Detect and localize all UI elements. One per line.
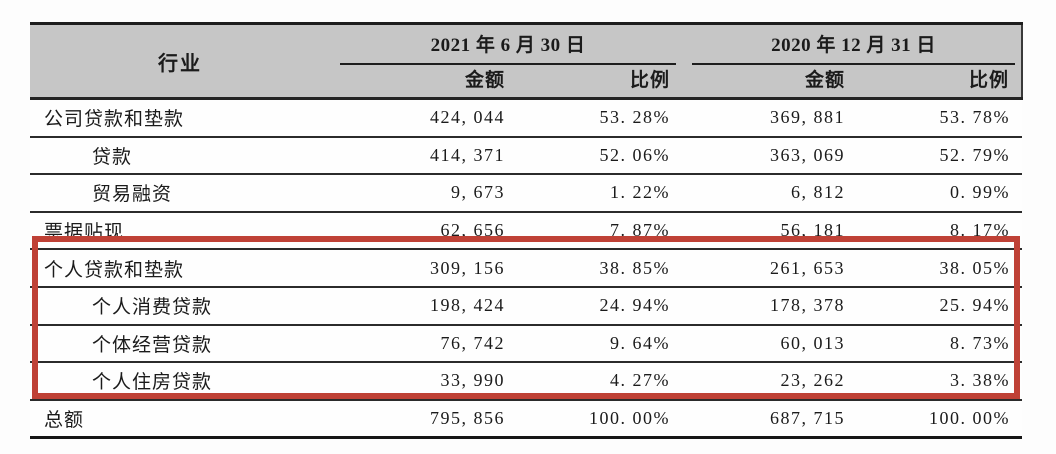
ratio-2020-cell: 25. 94% (857, 286, 1023, 326)
industry-cell: 个人贷款和垫款 (30, 249, 330, 288)
amount-2020-cell: 60, 013 (682, 324, 858, 364)
amount-2020-cell: 687, 715 (682, 399, 858, 440)
table-header: 行业 2021 年 6 月 30 日 2020 年 12 月 31 日 金额 比… (30, 23, 1024, 99)
industry-cell: 个人消费贷款 (30, 286, 330, 326)
amount-2021-cell: 309, 156 (330, 249, 517, 288)
industry-cell: 个人住房贷款 (30, 362, 330, 401)
ratio-2021-cell: 100. 00% (517, 399, 683, 440)
table-body: 公司贷款和垫款 424, 044 53. 28% 369, 881 53. 78… (30, 98, 1023, 440)
industry-cell: 贷款 (30, 136, 330, 176)
amount-2021-cell: 9, 673 (330, 174, 517, 213)
ratio-2020-cell: 53. 78% (857, 98, 1023, 138)
table-row: 个体经营贷款 76, 742 9. 64% 60, 013 8. 73% (30, 324, 1023, 364)
ratio-2020-cell: 38. 05% (857, 249, 1023, 288)
loan-breakdown-table: 行业 2021 年 6 月 30 日 2020 年 12 月 31 日 金额 比… (30, 22, 1024, 440)
ratio-2020-cell: 8. 73% (857, 324, 1023, 364)
ratio-2021-cell: 9. 64% (517, 324, 683, 364)
amount-2021-cell: 424, 044 (330, 98, 517, 138)
table-row: 总额 795, 856 100. 00% 687, 715 100. 00% (30, 399, 1023, 440)
amount-2020-cell: 363, 069 (682, 136, 858, 176)
amount-2021-cell: 795, 856 (330, 399, 517, 440)
header-amount-2021: 金额 (330, 65, 517, 99)
ratio-2020-cell: 3. 38% (857, 362, 1023, 401)
amount-2020-cell: 178, 378 (682, 286, 858, 326)
amount-2021-cell: 62, 656 (330, 211, 517, 251)
amount-2021-cell: 76, 742 (330, 324, 517, 364)
ratio-2021-cell: 4. 27% (517, 362, 683, 401)
industry-cell: 贸易融资 (30, 174, 330, 213)
ratio-2020-cell: 8. 17% (857, 211, 1023, 251)
header-date-2021-label: 2021 年 6 月 30 日 (340, 25, 677, 65)
amount-2020-cell: 261, 653 (682, 249, 858, 288)
ratio-2021-cell: 53. 28% (517, 98, 683, 138)
ratio-2020-cell: 100. 00% (857, 399, 1023, 440)
header-industry: 行业 (30, 23, 330, 99)
header-date-2020: 2020 年 12 月 31 日 (682, 23, 1024, 65)
amount-2021-cell: 198, 424 (330, 286, 517, 326)
header-ratio-2021: 比例 (517, 65, 683, 99)
ratio-2021-cell: 52. 06% (517, 136, 683, 176)
ratio-2021-cell: 7. 87% (517, 211, 683, 251)
industry-cell: 票据贴现 (30, 211, 330, 251)
industry-cell: 公司贷款和垫款 (30, 98, 330, 138)
header-date-2020-label: 2020 年 12 月 31 日 (692, 25, 1016, 65)
ratio-2020-cell: 0. 99% (857, 174, 1023, 213)
ratio-2021-cell: 38. 85% (517, 249, 683, 288)
table-row: 公司贷款和垫款 424, 044 53. 28% 369, 881 53. 78… (30, 98, 1023, 138)
amount-2021-cell: 414, 371 (330, 136, 517, 176)
table-row: 贷款 414, 371 52. 06% 363, 069 52. 79% (30, 136, 1023, 176)
table-row: 贸易融资 9, 673 1. 22% 6, 812 0. 99% (30, 174, 1023, 213)
industry-cell: 总额 (30, 399, 330, 440)
table-row: 个人住房贷款 33, 990 4. 27% 23, 262 3. 38% (30, 362, 1023, 401)
ratio-2021-cell: 24. 94% (517, 286, 683, 326)
table-row: 票据贴现 62, 656 7. 87% 56, 181 8. 17% (30, 211, 1023, 251)
amount-2021-cell: 33, 990 (330, 362, 517, 401)
amount-2020-cell: 6, 812 (682, 174, 858, 213)
table-row: 个人贷款和垫款 309, 156 38. 85% 261, 653 38. 05… (30, 249, 1023, 288)
header-ratio-2020: 比例 (857, 65, 1024, 99)
ratio-2020-cell: 52. 79% (857, 136, 1023, 176)
amount-2020-cell: 56, 181 (682, 211, 858, 251)
industry-cell: 个体经营贷款 (30, 324, 330, 364)
amount-2020-cell: 369, 881 (682, 98, 858, 138)
header-amount-2020: 金额 (682, 65, 858, 99)
ratio-2021-cell: 1. 22% (517, 174, 683, 213)
table-row: 个人消费贷款 198, 424 24. 94% 178, 378 25. 94% (30, 286, 1023, 326)
header-date-2021: 2021 年 6 月 30 日 (330, 23, 683, 65)
amount-2020-cell: 23, 262 (682, 362, 858, 401)
